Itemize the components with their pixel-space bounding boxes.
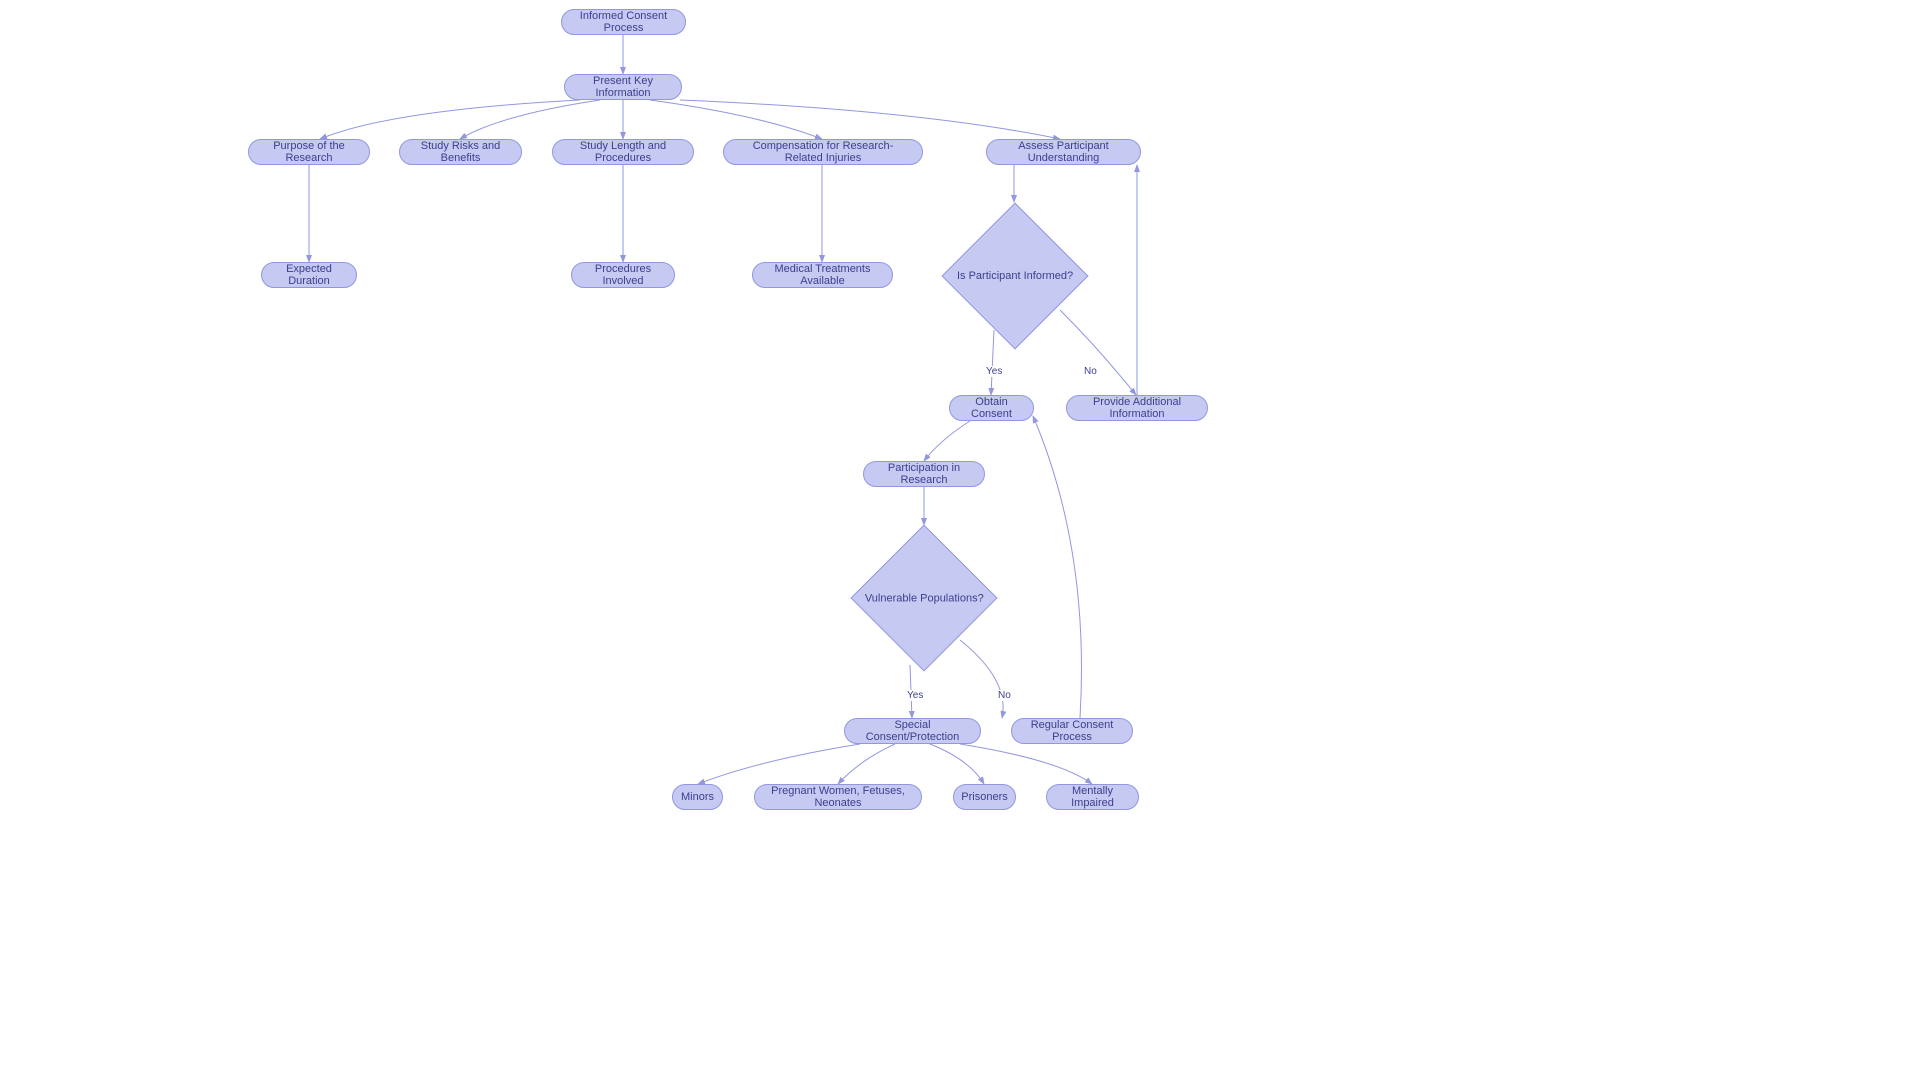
node-label: Informed Consent Process	[574, 10, 673, 34]
node-n2: Present Key Information	[564, 74, 682, 100]
node-label: Study Risks and Benefits	[412, 140, 509, 164]
edge-d1-n12	[1060, 310, 1136, 395]
node-n5: Study Length and Procedures	[552, 139, 694, 165]
node-label: Assess Participant Understanding	[999, 140, 1128, 164]
edge-n14-n17	[838, 744, 895, 784]
node-n16: Minors	[672, 784, 723, 810]
node-label: Provide Additional Information	[1079, 396, 1195, 420]
node-n17: Pregnant Women, Fetuses, Neonates	[754, 784, 922, 810]
edge-label-d2-n14: Yes	[905, 690, 925, 701]
node-label: Study Length and Procedures	[565, 140, 681, 164]
node-n10: Medical Treatments Available	[752, 262, 893, 288]
edge-n11-n13	[924, 421, 970, 461]
diamond-label: Is Participant Informed?	[957, 270, 1073, 282]
node-label: Obtain Consent	[962, 396, 1021, 420]
diamond-label: Vulnerable Populations?	[865, 592, 984, 604]
node-n12: Provide Additional Information	[1066, 395, 1208, 421]
node-label: Purpose of the Research	[261, 140, 357, 164]
node-n19: Mentally Impaired	[1046, 784, 1139, 810]
node-label: Participation in Research	[876, 462, 972, 486]
node-label: Special Consent/Protection	[857, 719, 968, 743]
edge-n14-n18	[930, 744, 984, 784]
edge-n2-n6	[650, 100, 822, 139]
edge-n2-n7	[680, 100, 1060, 139]
node-n7: Assess Participant Understanding	[986, 139, 1141, 165]
edge-n14-n19	[960, 744, 1092, 784]
edge-n2-n4	[460, 100, 600, 139]
node-label: Regular Consent Process	[1024, 719, 1120, 743]
node-n8: Expected Duration	[261, 262, 357, 288]
edge-d1-n11	[991, 330, 994, 395]
node-label: Minors	[681, 791, 714, 803]
node-n6: Compensation for Research-Related Injuri…	[723, 139, 923, 165]
diamond-node-d1: Is Participant Informed?	[941, 202, 1088, 349]
node-n18: Prisoners	[953, 784, 1016, 810]
node-label: Compensation for Research-Related Injuri…	[736, 140, 910, 164]
node-n1: Informed Consent Process	[561, 9, 686, 35]
node-label: Prisoners	[961, 791, 1007, 803]
node-label: Present Key Information	[577, 75, 669, 99]
node-n4: Study Risks and Benefits	[399, 139, 522, 165]
node-label: Pregnant Women, Fetuses, Neonates	[767, 785, 909, 809]
edge-label-d2-n15: No	[996, 690, 1013, 701]
node-label: Medical Treatments Available	[765, 263, 880, 287]
edge-label-d1-n12: No	[1082, 366, 1099, 377]
node-label: Expected Duration	[274, 263, 344, 287]
node-label: Procedures Involved	[584, 263, 662, 287]
diamond-node-d2: Vulnerable Populations?	[850, 524, 997, 671]
node-n15: Regular Consent Process	[1011, 718, 1133, 744]
edge-n2-n3	[320, 100, 580, 139]
edge-d2-n15	[960, 640, 1003, 718]
node-n11: Obtain Consent	[949, 395, 1034, 421]
node-n3: Purpose of the Research	[248, 139, 370, 165]
edge-n15-n11	[1033, 416, 1081, 718]
node-n9: Procedures Involved	[571, 262, 675, 288]
edge-n14-n16	[698, 744, 860, 784]
node-n13: Participation in Research	[863, 461, 985, 487]
edge-label-d1-n11: Yes	[984, 366, 1004, 377]
node-label: Mentally Impaired	[1059, 785, 1126, 809]
node-n14: Special Consent/Protection	[844, 718, 981, 744]
